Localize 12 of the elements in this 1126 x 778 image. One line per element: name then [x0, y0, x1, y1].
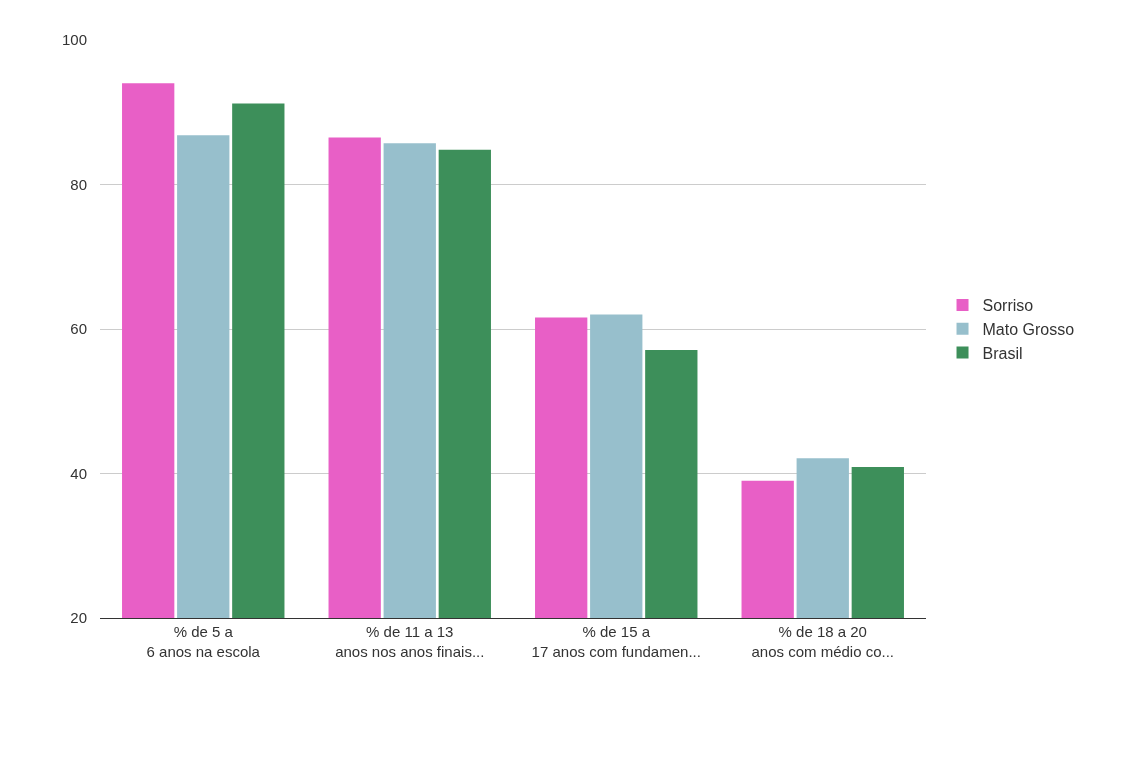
y-tick-label: 20 [70, 609, 87, 627]
legend-label: Brasil [982, 344, 1023, 362]
y-tick-label: 80 [70, 175, 87, 193]
x-tick-label: % de 5 a 6 anos na escola [146, 623, 261, 660]
y-tick-label: 100 [61, 31, 87, 49]
y-tick-label: 60 [70, 320, 87, 338]
x-tick-label: % de 11 a 13 anos nos anos finais... [335, 623, 485, 660]
y-tick-label: 40 [70, 464, 87, 482]
x-tick-label: % de 18 a 20 anos com médio co... [751, 623, 895, 660]
legend-label: Mato Grosso [982, 320, 1075, 338]
x-tick-label: % de 15 a 17 anos com fundamen... [531, 623, 701, 660]
legend-label: Sorriso [982, 297, 1034, 315]
